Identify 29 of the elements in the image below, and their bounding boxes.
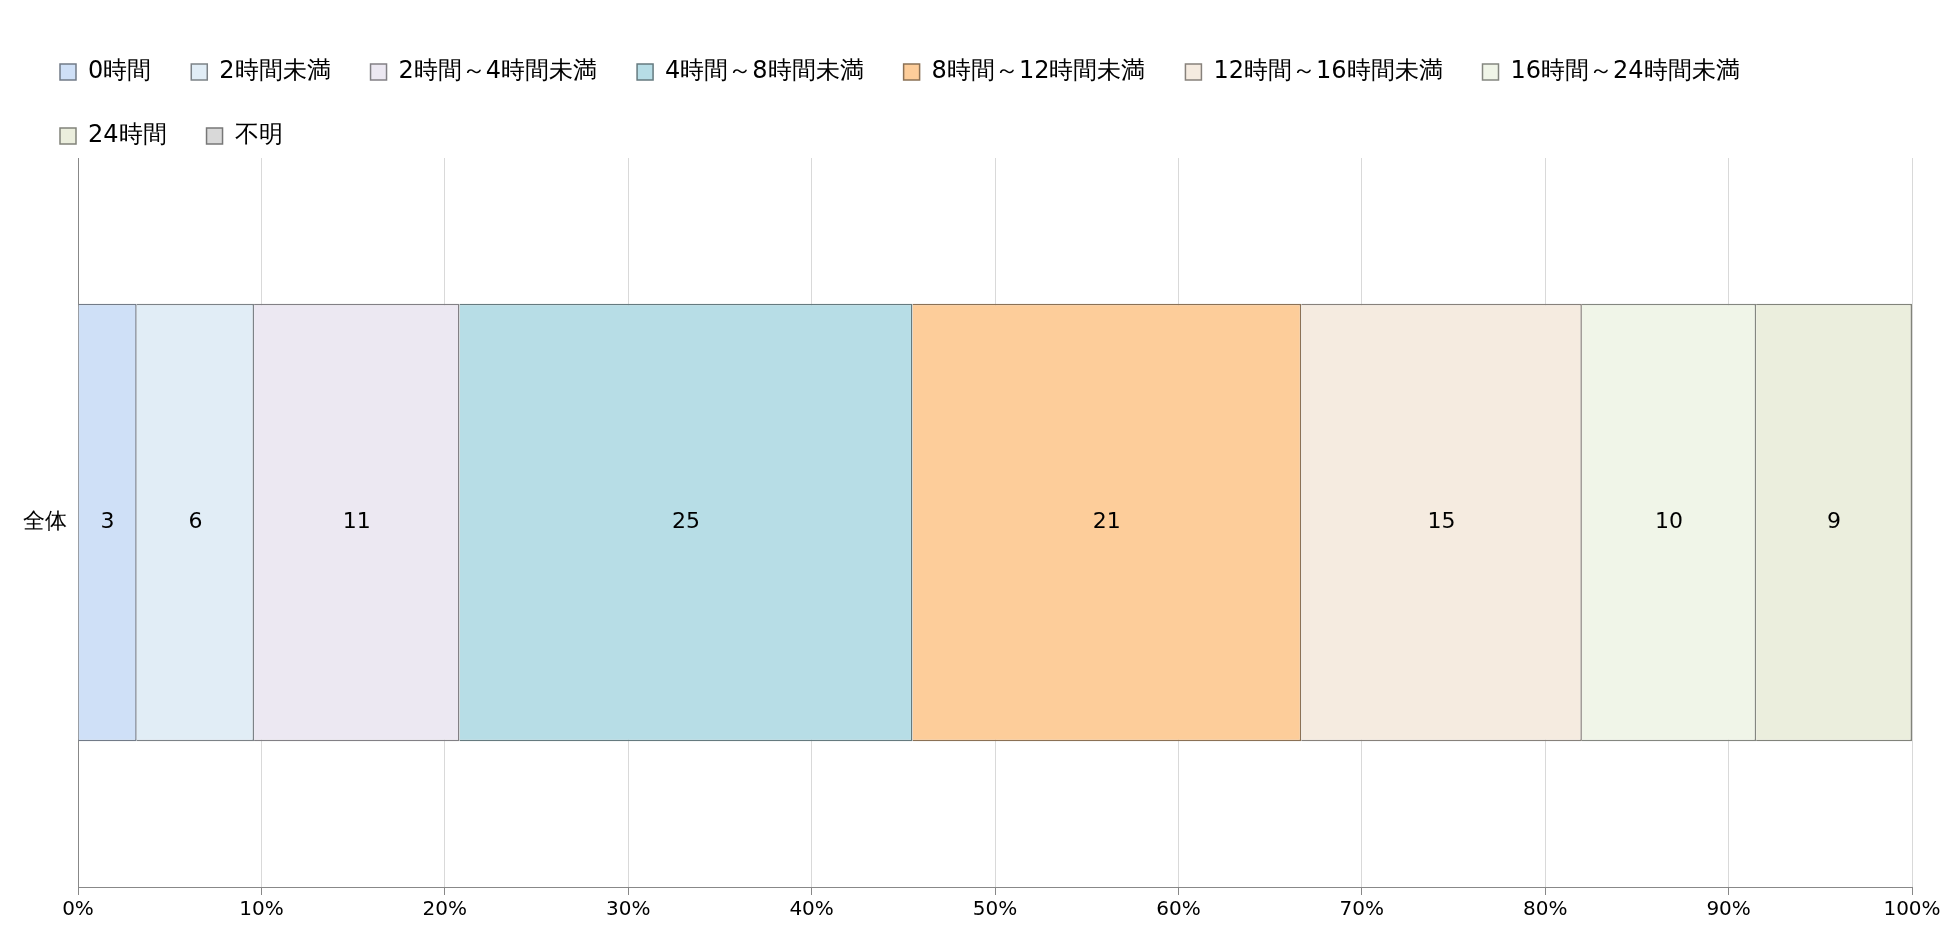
legend-label: 24時間 <box>88 120 167 149</box>
x-tick-label: 30% <box>605 896 651 921</box>
x-tick-label: 20% <box>422 896 468 921</box>
legend-label: 2時間～4時間未満 <box>398 56 598 85</box>
data-label: 15 <box>1427 508 1456 534</box>
legend-label: 2時間未満 <box>219 56 331 85</box>
data-label: 6 <box>188 508 203 534</box>
x-tick-label: 80% <box>1522 896 1568 921</box>
x-tick-label: 50% <box>972 896 1018 921</box>
legend-label: 8時間～12時間未満 <box>931 56 1146 85</box>
x-tick-label: 90% <box>1706 896 1751 921</box>
data-label: 25 <box>671 508 700 534</box>
x-tick-label: 60% <box>1156 896 1201 921</box>
x-tick-label: 100% <box>1883 896 1941 921</box>
legend-label: 16時間～24時間未満 <box>1510 56 1740 85</box>
data-label: 21 <box>1092 508 1121 534</box>
x-tick-label: 40% <box>789 896 834 921</box>
data-label: 10 <box>1654 508 1683 534</box>
x-tick-label: 70% <box>1339 896 1385 921</box>
legend-label: 0時間 <box>88 56 152 85</box>
y-tick-label: 全体 <box>23 508 67 534</box>
legend-label: 12時間～16時間未満 <box>1213 56 1443 85</box>
data-label: 11 <box>342 508 371 534</box>
x-tick-label: 10% <box>239 896 284 921</box>
x-tick-label: 0% <box>62 896 94 921</box>
legend-label: 不明 <box>234 120 283 149</box>
legend-label: 4時間～8時間未満 <box>665 56 864 85</box>
data-label: 3 <box>100 508 115 534</box>
data-label: 9 <box>1827 508 1842 534</box>
